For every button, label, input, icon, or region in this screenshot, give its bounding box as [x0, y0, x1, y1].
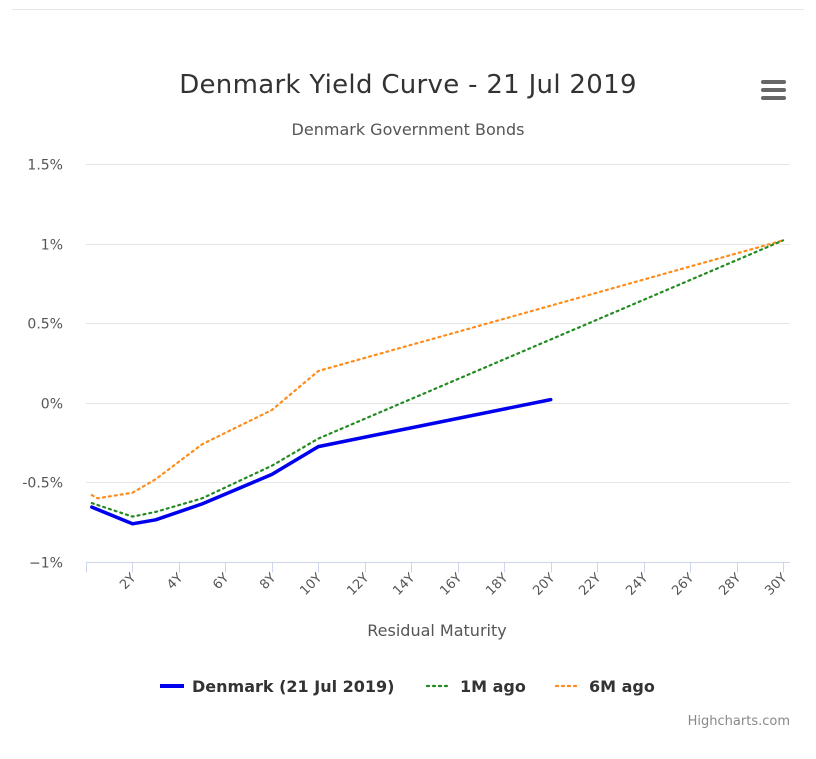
x-tick-label: 8Y: [257, 571, 279, 593]
x-tick-label: 14Y: [390, 571, 418, 599]
x-tick-label: 26Y: [669, 571, 697, 599]
x-tick-label: 12Y: [344, 571, 372, 599]
x-tick-label: 6Y: [210, 571, 232, 593]
y-tick-label: 0%: [41, 397, 63, 413]
y-tick-label: −1%: [29, 556, 63, 572]
y-tick-label: -0.5%: [22, 476, 63, 492]
y-tick-label: 0.5%: [27, 317, 63, 333]
hamburger-menu-icon: [761, 80, 786, 100]
x-tick-label: 10Y: [297, 571, 325, 599]
x-tick-label: 16Y: [437, 571, 465, 599]
legend-label: 6M ago: [589, 677, 655, 696]
x-tick-label: 4Y: [164, 571, 186, 593]
x-tick-label: 18Y: [483, 571, 511, 599]
x-tick-label: 20Y: [530, 571, 558, 599]
legend-label: Denmark (21 Jul 2019): [192, 677, 394, 696]
legend-item-1[interactable]: 1M ago: [425, 677, 526, 696]
x-tick-label: 28Y: [716, 571, 744, 599]
x-tick-label: 24Y: [623, 571, 651, 599]
legend-label: 1M ago: [460, 677, 526, 696]
chart-title: Denmark Yield Curve - 21 Jul 2019: [179, 70, 637, 100]
y-tick-label: 1%: [41, 238, 63, 254]
menu-button[interactable]: [756, 72, 790, 106]
legend-item-0[interactable]: Denmark (21 Jul 2019): [160, 677, 394, 696]
series-line-0[interactable]: [90, 397, 553, 526]
credits-link[interactable]: Highcharts.com: [688, 714, 790, 729]
x-tick-label: 22Y: [576, 571, 604, 599]
x-tick-label: 2Y: [117, 571, 139, 593]
series-line-2[interactable]: [90, 239, 785, 500]
top-divider: [12, 9, 804, 10]
series-line-1[interactable]: [90, 239, 785, 518]
chart-subtitle: Denmark Government Bonds: [292, 120, 525, 139]
legend-item-2[interactable]: 6M ago: [554, 677, 655, 696]
x-tick-label: 30Y: [762, 571, 790, 599]
y-tick-label: 1.5%: [27, 158, 63, 174]
x-axis-title: Residual Maturity: [367, 621, 506, 640]
